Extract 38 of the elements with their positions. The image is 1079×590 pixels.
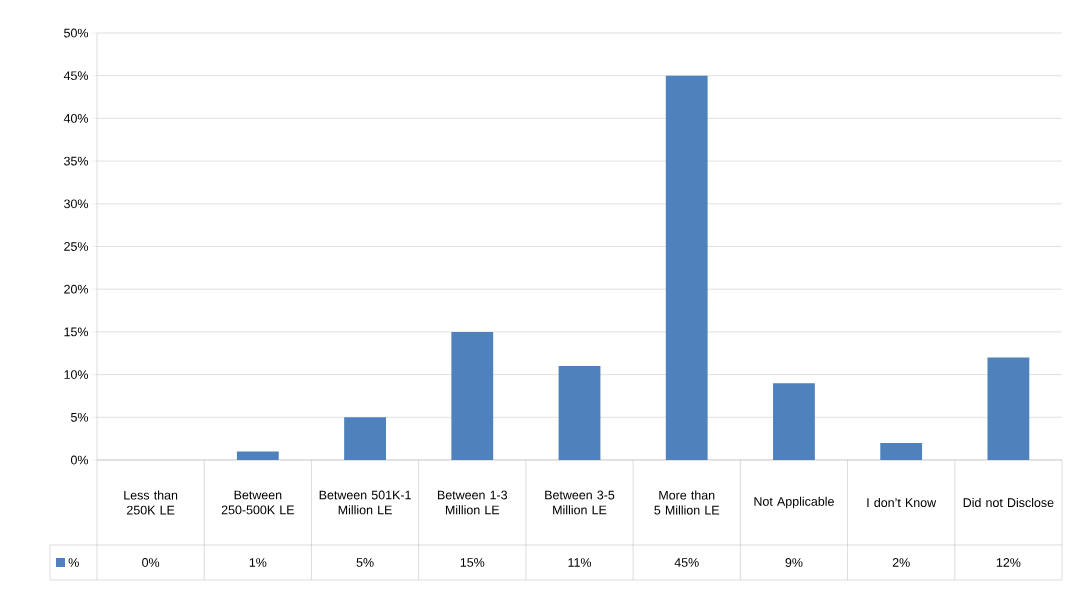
data-label: 5% [356,558,374,567]
data-label: 2% [892,558,910,567]
y-tick-label: 0% [70,455,89,465]
y-tick-label: 20% [64,284,89,294]
y-tick-label: 30% [64,199,89,209]
x-tick-label: Not Applicable [754,496,834,509]
y-tick-label: 35% [64,156,89,166]
y-tick-label: 10% [64,370,89,379]
x-tick-label: Between 501K-1 Million LE [319,490,411,515]
x-tick-label: Less than 250K LE [124,490,178,515]
x-tick-label: More than 5 Million LE [654,490,720,515]
bar [880,442,923,460]
y-tick-label: 45% [63,71,89,81]
data-label: 0% [142,558,160,567]
x-tick-label: I don’t Know [867,497,937,508]
bar [236,451,279,460]
data-label: 15% [460,558,485,567]
y-tick-label: 25% [64,242,89,251]
bar [665,75,708,460]
x-tick-label: Between 3-5 Million LE [545,490,615,515]
x-tick-label: Between 250-500K LE [221,490,294,515]
legend-label: % [68,558,79,567]
y-tick-label: 5% [70,412,89,422]
y-tick-label: 40% [63,113,89,123]
bar [558,366,601,460]
data-label: 1% [249,558,267,567]
bar [451,331,494,460]
bar [773,383,815,460]
y-tick-label: 15% [64,327,89,337]
x-tick-label: Did not Disclose [963,497,1054,508]
data-label: 12% [996,558,1021,567]
x-tick-label: Between 1-3 Million LE [438,490,508,515]
bar [987,357,1030,460]
data-label: 45% [674,558,699,567]
bar [344,417,386,460]
data-label: 9% [785,558,803,567]
data-label: 11% [568,558,592,567]
y-tick-label: 50% [64,28,89,38]
